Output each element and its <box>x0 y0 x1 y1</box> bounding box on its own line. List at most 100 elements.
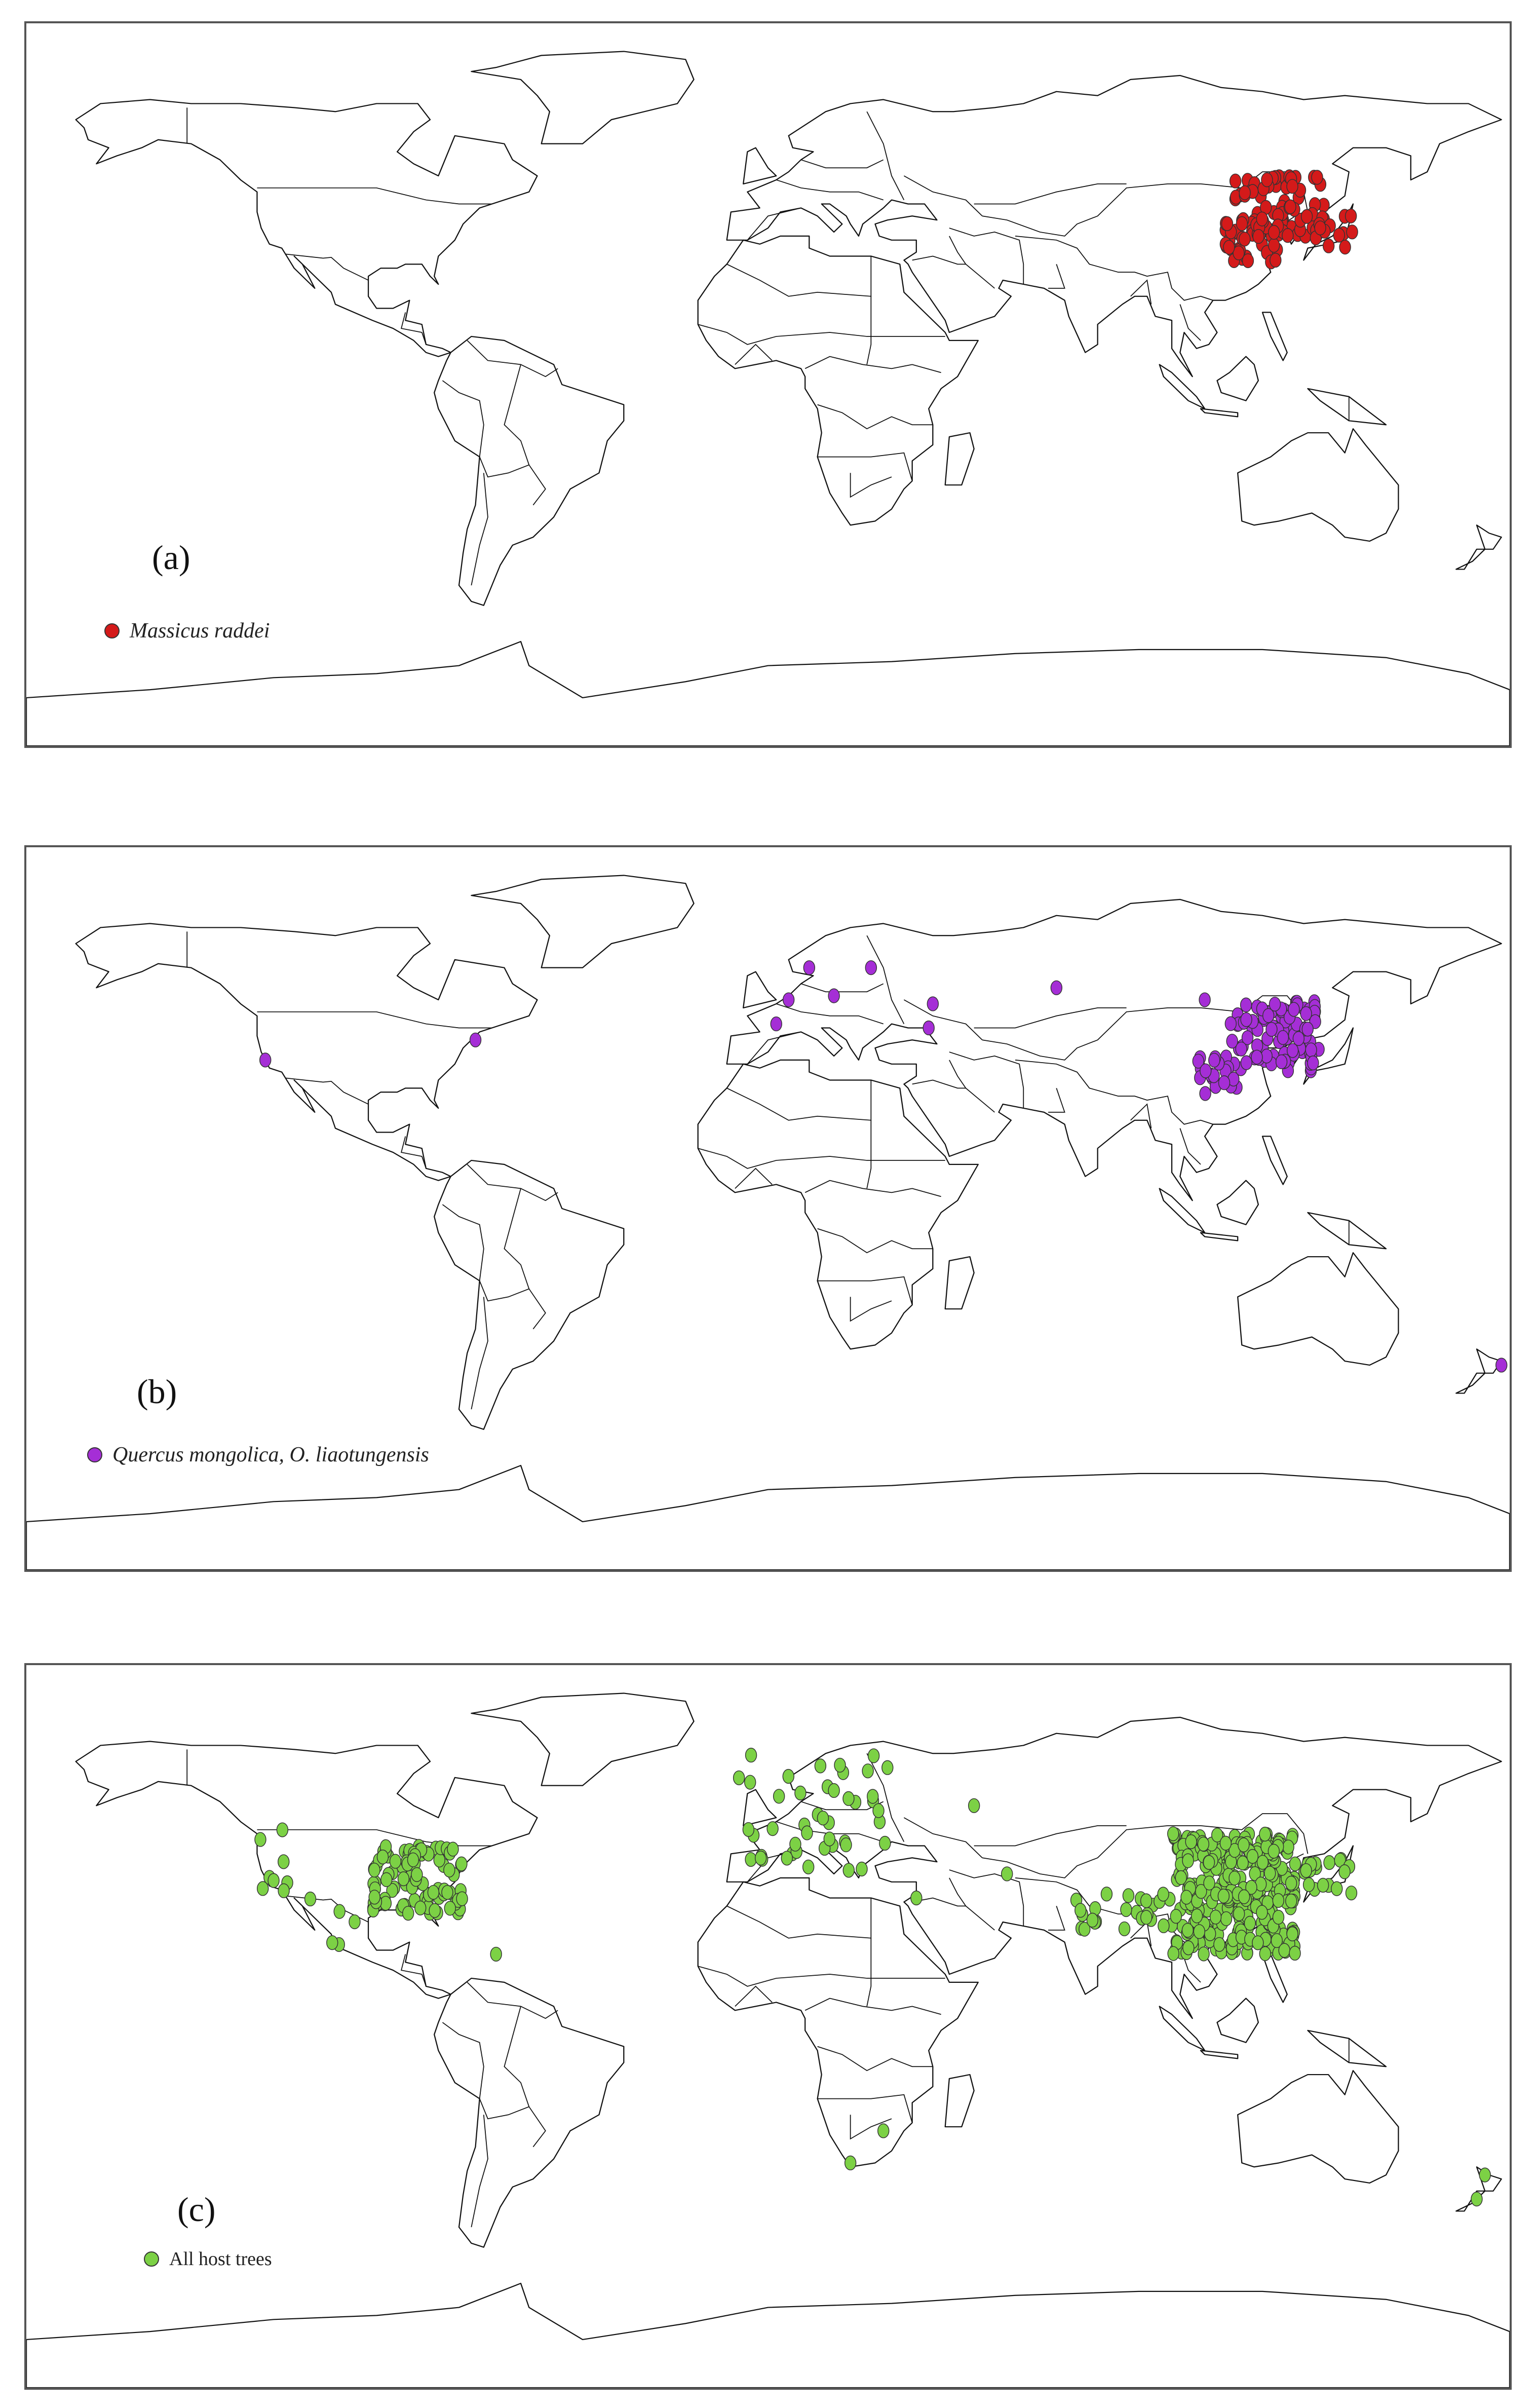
occurrence-point <box>1192 1054 1205 1069</box>
occurrence-point <box>1213 1937 1225 1952</box>
occurrence-point <box>1302 1877 1315 1892</box>
occurrence-point <box>1120 1902 1132 1917</box>
occurrence-point <box>1270 252 1282 268</box>
country-border <box>735 1168 773 1189</box>
occurrence-points <box>259 960 1508 1373</box>
landmass <box>1216 356 1259 401</box>
occurrence-point <box>1229 173 1242 189</box>
legend-marker-icon <box>144 2251 159 2267</box>
occurrence-point <box>1269 996 1281 1012</box>
occurrence-point <box>1157 1887 1169 1902</box>
country-border <box>401 312 427 345</box>
occurrence-point <box>267 1873 280 1888</box>
occurrence-point <box>773 1789 785 1804</box>
occurrence-point <box>754 1851 767 1866</box>
occurrence-point <box>1203 1855 1215 1870</box>
country-border <box>817 2046 933 2072</box>
landmass <box>26 641 1510 746</box>
landmass <box>75 923 538 1181</box>
occurrence-point <box>1209 1909 1222 1925</box>
occurrence-point <box>278 1883 290 1898</box>
occurrence-point <box>879 1835 891 1851</box>
occurrence-point <box>490 1946 502 1962</box>
occurrence-point <box>276 1822 289 1837</box>
country-border <box>903 999 983 1040</box>
landmass <box>1200 2050 1239 2059</box>
occurrence-point <box>1218 1075 1231 1090</box>
country-borders <box>186 931 1350 1410</box>
occurrence-point <box>1217 1889 1230 1904</box>
landmass <box>434 1159 625 1430</box>
landmass <box>1261 312 1288 361</box>
occurrence-point <box>789 1836 801 1852</box>
occurrence-point <box>745 1748 757 1763</box>
country-border <box>866 1753 905 1842</box>
occurrence-point <box>349 1914 361 1930</box>
occurrence-point <box>1236 216 1248 231</box>
occurrence-point <box>1314 220 1326 236</box>
country-border <box>866 1938 872 2007</box>
occurrence-point <box>828 988 840 1003</box>
country-border <box>442 1204 484 1281</box>
country-border <box>866 296 872 365</box>
landmass <box>1159 364 1206 409</box>
occurrence-point <box>411 1867 423 1882</box>
occurrence-point <box>1241 1030 1254 1045</box>
occurrence-point <box>733 1770 745 1786</box>
occurrence-point <box>1239 185 1251 201</box>
occurrence-point <box>1272 1909 1285 1925</box>
occurrence-point <box>1167 1946 1179 1961</box>
occurrence-point <box>376 1850 389 1865</box>
legend-label: Quercus mongolica, O. liaotungensis <box>112 1443 429 1466</box>
occurrence-point <box>414 1900 427 1915</box>
occurrence-point <box>1158 1918 1170 1933</box>
occurrence-point <box>1286 1926 1298 1942</box>
occurrence-point <box>1249 1866 1261 1882</box>
occurrence-point <box>1185 1834 1197 1850</box>
country-border <box>974 1007 1127 1029</box>
occurrence-point <box>1240 1055 1253 1070</box>
occurrence-point <box>1345 1886 1358 1901</box>
occurrence-point <box>1268 238 1280 253</box>
occurrence-point <box>1305 1042 1317 1058</box>
occurrence-point <box>1208 1052 1220 1068</box>
country-border <box>866 1120 872 1189</box>
country-border <box>912 1897 966 1907</box>
country-border <box>804 356 941 373</box>
occurrence-point <box>803 960 816 975</box>
occurrence-point <box>866 1789 879 1804</box>
occurrence-point <box>1300 209 1313 224</box>
occurrence-point <box>1278 1943 1290 1958</box>
occurrence-point <box>1292 1031 1305 1046</box>
map-panel-c: (c) All host trees <box>24 1663 1512 2390</box>
country-border <box>747 207 801 241</box>
country-border <box>726 1898 872 1939</box>
country-border <box>1048 264 1065 289</box>
country-border <box>817 2094 913 2123</box>
landmass <box>944 432 975 486</box>
occurrence-point <box>1252 229 1264 244</box>
country-border <box>949 228 1024 284</box>
occurrence-point <box>1261 172 1273 187</box>
occurrence-point <box>1256 1905 1268 1920</box>
occurrence-point <box>844 2155 857 2170</box>
occurrence-point <box>1277 1030 1289 1045</box>
occurrence-point <box>1322 238 1335 253</box>
occurrence-point <box>427 1885 440 1900</box>
country-border <box>257 187 492 205</box>
occurrence-points <box>254 1748 1491 2207</box>
occurrence-point <box>794 1785 807 1800</box>
occurrence-point <box>1079 1922 1091 1937</box>
occurrence-point <box>766 1821 779 1836</box>
occurrence-point <box>1246 1849 1259 1864</box>
country-border <box>257 1011 492 1029</box>
country-border <box>776 179 884 201</box>
landmass <box>944 1256 975 1310</box>
country-border <box>735 344 773 365</box>
occurrence-point <box>1180 1890 1193 1905</box>
occurrence-point <box>1050 980 1063 995</box>
occurrence-point <box>1228 1870 1241 1886</box>
country-border <box>698 324 945 345</box>
occurrence-point <box>1339 240 1351 255</box>
occurrence-point <box>1198 1946 1210 1962</box>
